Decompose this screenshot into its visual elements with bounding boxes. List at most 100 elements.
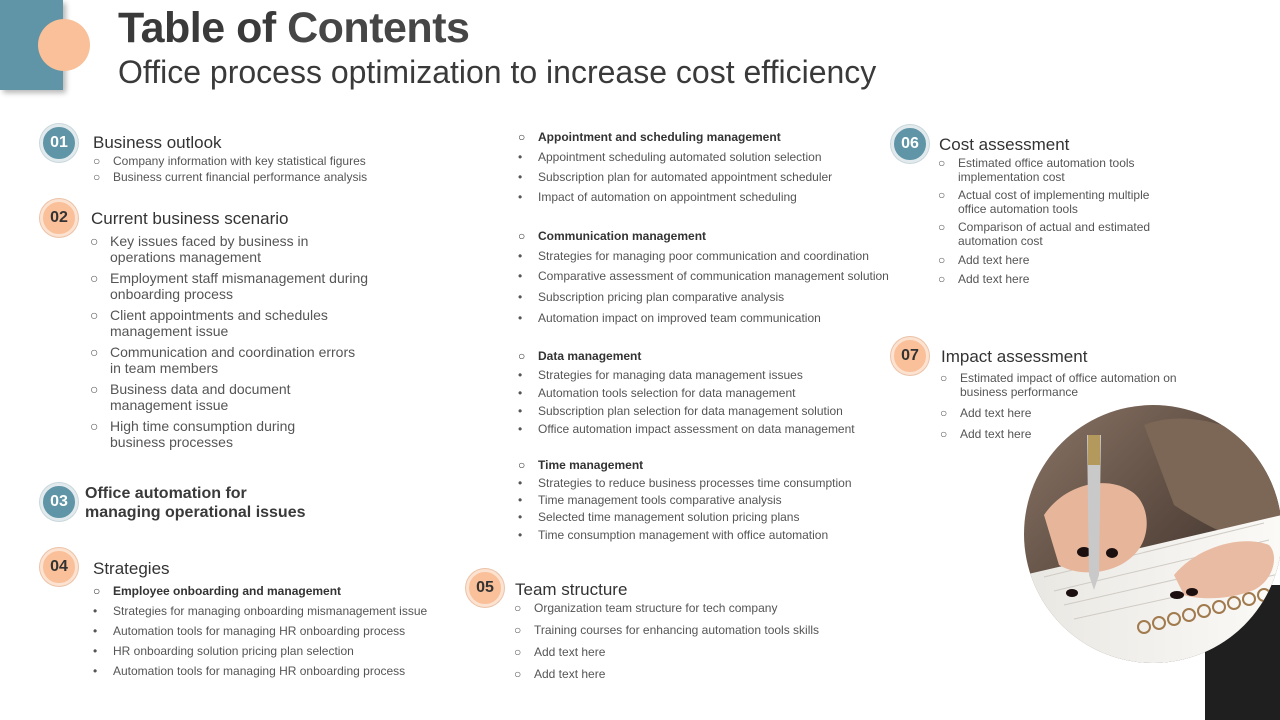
- circle-bullet-icon: ○: [514, 667, 522, 681]
- list-item: ○ High time consumption during business pr…: [90, 418, 296, 450]
- section-06-list: ○ Estimated office automation tools implem…: [938, 156, 1188, 287]
- dot-bullet-icon: •: [518, 510, 523, 524]
- list-item: • Automation impact on improved team comm…: [518, 311, 821, 325]
- list-item: • Impact of automation on appointment sch…: [518, 190, 797, 204]
- circle-bullet-icon: ○: [518, 458, 526, 472]
- group-heading: ○ Data management: [518, 349, 642, 363]
- circle-bullet-icon: ○: [940, 406, 948, 420]
- circle-bullet-icon: ○: [938, 272, 946, 286]
- circle-bullet-icon: ○: [518, 229, 526, 243]
- circle-bullet-icon: ○: [940, 371, 948, 385]
- list-item: ○ Client appointments and schedules manage…: [90, 307, 328, 339]
- circle-bullet-icon: ○: [90, 270, 99, 286]
- writing-hand-photo: [1024, 405, 1280, 663]
- list-item: • Strategies for managing data management…: [518, 368, 803, 382]
- circle-bullet-icon: ○: [514, 645, 522, 659]
- section-05-title: Team structure: [515, 580, 628, 599]
- circle-bullet-icon: ○: [514, 623, 522, 637]
- page-subtitle: Office process optimization to increase …: [118, 54, 877, 90]
- circle-bullet-icon: ○: [90, 381, 99, 397]
- circle-bullet-icon: ○: [93, 170, 101, 184]
- list-item: • Subscription plan selection for data ma…: [518, 404, 843, 418]
- list-item: ○ Actual cost of implementing multiple off…: [938, 188, 1150, 216]
- dot-bullet-icon: •: [518, 368, 523, 382]
- circle-bullet-icon: ○: [938, 188, 946, 202]
- circle-bullet-icon: ○: [90, 307, 99, 323]
- section-04-badge: 04: [40, 548, 78, 586]
- circle-bullet-icon: ○: [90, 233, 99, 249]
- corner-circle-decoration: [38, 19, 90, 71]
- section-01-list: ○ Company information with key statistica…: [93, 153, 473, 185]
- list-item: ○ Add text here: [514, 667, 606, 681]
- dot-bullet-icon: •: [518, 150, 523, 164]
- list-item: • Strategies for managing poor communicat…: [518, 249, 869, 263]
- list-item: • Automation tools for managing HR onboar…: [93, 664, 406, 678]
- list-item: ○ Add text here: [940, 427, 1032, 441]
- list-item: ○ Estimated office automation tools implem…: [938, 156, 1135, 184]
- section-05-badge: 05: [466, 569, 504, 607]
- list-item: • Automation tools selection for data man…: [518, 386, 796, 400]
- section-05-list: ○ Organization team structure for tech co…: [514, 600, 914, 682]
- section-07-title: Impact assessment: [941, 347, 1088, 366]
- dot-bullet-icon: •: [518, 386, 523, 400]
- title-rest: Contents: [287, 4, 470, 52]
- list-item: • Selected time management solution prici…: [518, 510, 800, 524]
- section-06-title: Cost assessment: [939, 135, 1070, 154]
- section-03-title: Office automation for managing operationa…: [85, 485, 306, 521]
- circle-bullet-icon: ○: [518, 130, 526, 144]
- list-item: • Subscription plan for automated appoint…: [518, 170, 833, 184]
- dot-bullet-icon: •: [518, 170, 523, 184]
- circle-bullet-icon: ○: [518, 349, 526, 363]
- circle-bullet-icon: ○: [90, 418, 99, 434]
- section-04-list: ○ Employee onboarding and management • Str…: [93, 583, 463, 679]
- dot-bullet-icon: •: [518, 311, 523, 325]
- circle-bullet-icon: ○: [93, 584, 101, 598]
- group-heading: ○ Employee onboarding and management: [93, 584, 342, 598]
- list-item: ○ Employment staff mismanagement during on…: [90, 270, 369, 302]
- list-item: ○ Add text here: [938, 272, 1030, 286]
- group-heading: ○ Time management: [518, 458, 644, 472]
- list-item: ○ Communication and coordination errors in…: [90, 344, 356, 376]
- dot-bullet-icon: •: [518, 249, 523, 263]
- list-item: • Time management tools comparative analy…: [518, 493, 782, 507]
- dot-bullet-icon: •: [518, 290, 523, 304]
- list-item: • Automation tools for managing HR onboar…: [93, 624, 406, 638]
- title-bold: Table of: [118, 4, 276, 52]
- section-03-badge: 03: [40, 483, 78, 521]
- dot-bullet-icon: •: [518, 269, 523, 283]
- circle-bullet-icon: ○: [514, 601, 522, 615]
- dot-bullet-icon: •: [518, 190, 523, 204]
- page-title: Table of Contents: [118, 4, 470, 53]
- list-item: ○ Business current financial performance …: [93, 170, 368, 184]
- list-item: • Strategies for managing onboarding mism…: [93, 604, 428, 618]
- dot-bullet-icon: •: [518, 528, 523, 542]
- section-02-badge: 02: [40, 199, 78, 237]
- list-item: ○ Business data and document management is…: [90, 381, 291, 413]
- circle-bullet-icon: ○: [938, 156, 946, 170]
- circle-bullet-icon: ○: [940, 427, 948, 441]
- list-item: ○ Add text here: [938, 253, 1030, 267]
- section-03-group-communication: ○ Communication management • Strategies fo…: [518, 228, 898, 326]
- section-07-badge: 07: [891, 337, 929, 375]
- section-03-group-time: ○ Time management • Strategies to reduce b…: [518, 457, 898, 543]
- list-item: • Strategies to reduce business processes…: [518, 476, 852, 490]
- section-03-group-data: ○ Data management • Strategies for managin…: [518, 348, 898, 437]
- list-item: • HR onboarding solution pricing plan sel…: [93, 644, 354, 658]
- dot-bullet-icon: •: [518, 476, 523, 490]
- dot-bullet-icon: •: [93, 604, 98, 618]
- dot-bullet-icon: •: [93, 624, 98, 638]
- list-item: • Comparative assessment of communication…: [518, 269, 889, 283]
- dot-bullet-icon: •: [518, 404, 523, 418]
- list-item: ○ Key issues faced by business in operatio…: [90, 233, 309, 265]
- dot-bullet-icon: •: [518, 422, 523, 436]
- list-item: ○ Company information with key statistica…: [93, 154, 366, 168]
- circle-bullet-icon: ○: [90, 344, 99, 360]
- group-heading: ○ Appointment and scheduling management: [518, 130, 781, 144]
- section-02-list: ○ Key issues faced by business in operatio…: [90, 233, 420, 450]
- circle-bullet-icon: ○: [93, 154, 101, 168]
- list-item: ○ Organization team structure for tech co…: [514, 601, 778, 615]
- list-item: ○ Add text here: [514, 645, 606, 659]
- section-01-badge: 01: [40, 124, 78, 162]
- writing-hand-illustration: [1024, 405, 1280, 663]
- dot-bullet-icon: •: [518, 493, 523, 507]
